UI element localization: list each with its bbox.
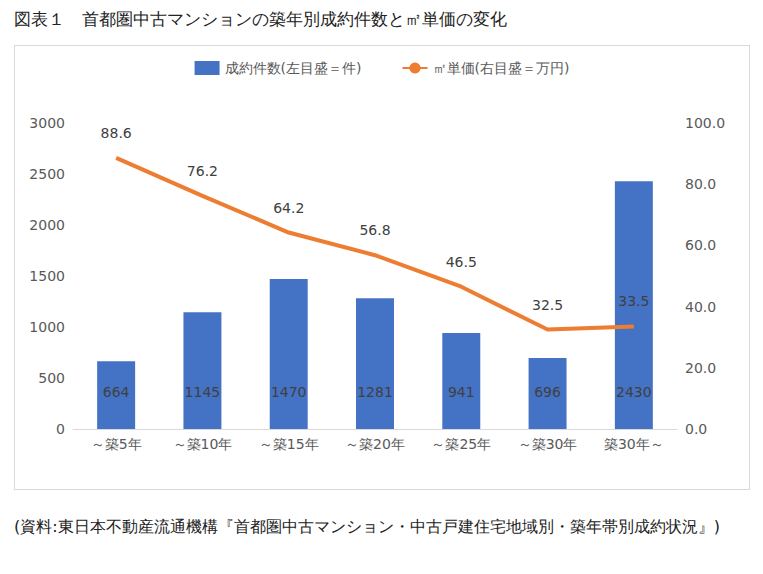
svg-text:32.5: 32.5 xyxy=(532,297,563,313)
svg-text:80.0: 80.0 xyxy=(685,176,716,192)
svg-text:33.5: 33.5 xyxy=(618,293,649,309)
html-text:(資料:東日本不動産流通機構『首都圏中古マンション・中古戸建: (資料:東日本不動産流通機構『首都圏中古マンション・中古戸建住宅地域別・築年帯別… xyxy=(14,517,720,536)
svg-text:～築25年: ～築25年 xyxy=(431,436,491,452)
svg-text:60.0: 60.0 xyxy=(685,237,716,253)
svg-text:成約件数(左目盛＝件): 成約件数(左目盛＝件) xyxy=(225,60,362,76)
svg-text:0: 0 xyxy=(56,421,65,437)
svg-text:1145: 1145 xyxy=(185,384,221,400)
svg-text:664: 664 xyxy=(103,384,130,400)
svg-text:500: 500 xyxy=(38,370,65,386)
svg-text:88.6: 88.6 xyxy=(101,125,132,141)
svg-text:2430: 2430 xyxy=(616,384,652,400)
html-text:図表１ 首都圏中古マンションの築年別成約件数と㎡単価の変化: 図表１ 首都圏中古マンションの築年別成約件数と㎡単価の変化 xyxy=(14,9,507,29)
svg-text:64.2: 64.2 xyxy=(273,200,304,216)
svg-text:56.8: 56.8 xyxy=(359,222,390,238)
svg-text:～築10年: ～築10年 xyxy=(173,436,233,452)
svg-text:0.0: 0.0 xyxy=(685,421,707,437)
svg-text:100.0: 100.0 xyxy=(685,115,725,131)
svg-text:1470: 1470 xyxy=(271,384,307,400)
svg-text:20.0: 20.0 xyxy=(685,360,716,376)
svg-text:2000: 2000 xyxy=(29,217,65,233)
svg-text:㎡単価(右目盛＝万円): ㎡単価(右目盛＝万円) xyxy=(433,60,570,76)
svg-text:2500: 2500 xyxy=(29,166,65,182)
svg-text:～築20年: ～築20年 xyxy=(345,436,405,452)
svg-text:40.0: 40.0 xyxy=(685,299,716,315)
svg-text:1500: 1500 xyxy=(29,268,65,284)
svg-text:76.2: 76.2 xyxy=(187,163,218,179)
svg-text:1000: 1000 xyxy=(29,319,65,335)
svg-text:3000: 3000 xyxy=(29,115,65,131)
svg-text:1281: 1281 xyxy=(357,384,393,400)
svg-text:46.5: 46.5 xyxy=(446,254,477,270)
svg-text:696: 696 xyxy=(534,384,561,400)
svg-text:941: 941 xyxy=(448,384,475,400)
svg-text:築30年～: 築30年～ xyxy=(604,436,664,452)
svg-text:～築30年: ～築30年 xyxy=(518,436,578,452)
svg-text:～築15年: ～築15年 xyxy=(259,436,319,452)
svg-text:～築5年: ～築5年 xyxy=(91,436,142,452)
